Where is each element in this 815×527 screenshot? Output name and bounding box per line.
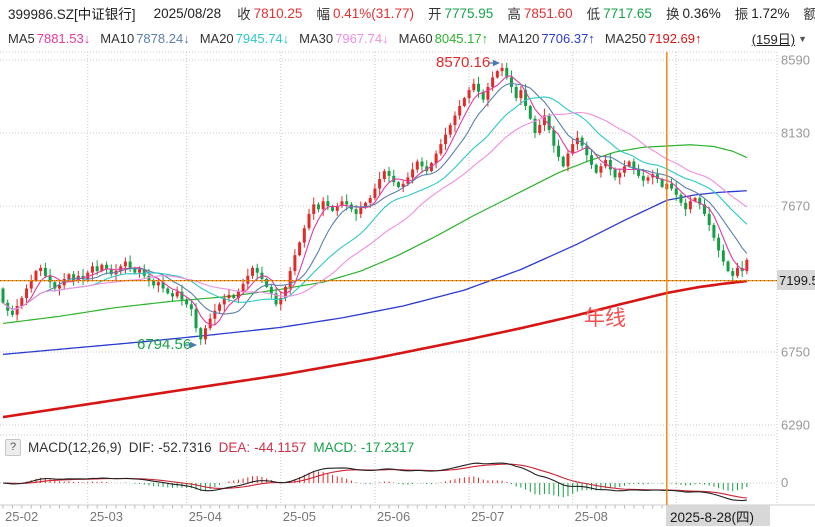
svg-text:25-05: 25-05: [283, 509, 316, 524]
macd-layer: [2, 462, 748, 502]
svg-text:25-06: 25-06: [377, 509, 410, 524]
ma30-item: MA30 7967.74↓: [299, 30, 389, 46]
ma250-value: 7192.69↑: [648, 30, 702, 46]
change-field: 幅 0.41%(31.77): [316, 5, 415, 23]
ma20-item: MA20 7945.74↓: [199, 30, 290, 46]
dif-readout: DIF: -52.7316: [128, 439, 212, 455]
turnover-field: 换 0.36%: [665, 5, 721, 23]
ma10-value: 7878.24↓: [136, 30, 190, 46]
ma20-value: 7945.74↓: [235, 30, 290, 46]
macd-readout: MACD: -17.2317: [313, 439, 415, 455]
chevron-down-icon[interactable]: ▼: [798, 33, 807, 44]
low-price-annotation: 6794.56: [137, 336, 192, 353]
crosshair-price-label: 7199.5: [777, 270, 815, 290]
svg-text:6290: 6290: [781, 417, 810, 432]
amount-field: 额…: [803, 7, 815, 22]
macd-title: MACD(12,26,9): [28, 439, 122, 455]
amplitude-field: 振 1.72%: [734, 5, 790, 23]
candlestick-chart[interactable]: 8590 8130 7670 6750 6290 0 25-02 25-03 25-04 25-0…: [0, 50, 815, 527]
svg-text:8590: 8590: [781, 53, 810, 68]
fast-ma-lines: [2, 75, 748, 326]
ma-legend-bar: MA5 7881.53↓ MA10 7878.24↓ MA20 7945.74↓ MA…: [0, 26, 815, 50]
slow-ma-lines: [2, 144, 748, 419]
year-line-annotation: 年线: [584, 307, 626, 330]
annotation-arrows: [184, 59, 500, 349]
svg-text:8130: 8130: [781, 125, 810, 140]
svg-text:25-02: 25-02: [5, 509, 38, 524]
ma120-value: 7706.37↑: [541, 30, 595, 46]
ma30-value: 7967.74↓: [335, 30, 389, 46]
svg-text:0: 0: [781, 475, 788, 490]
ma60-item: MA60 8045.17↑: [398, 30, 489, 46]
low-field: 低 7717.65: [586, 5, 652, 23]
high-price-annotation: 8570.16: [436, 54, 491, 71]
close-field: 收 7810.25: [237, 5, 303, 23]
svg-text:25-03: 25-03: [90, 509, 123, 524]
period-selector[interactable]: (159日) ▼: [751, 32, 807, 47]
ma5-value: 7881.53↓: [36, 30, 91, 46]
svg-text:7670: 7670: [781, 198, 810, 213]
high-field: 高 7851.60: [507, 5, 573, 23]
macd-header: ? MACD(12,26,9) DIF: -52.7316 DEA: -44.115…: [0, 437, 414, 457]
svg-text:25-04: 25-04: [189, 509, 222, 524]
ma250-item: MA250 7192.69↑: [604, 30, 702, 46]
ma10-item: MA10 7878.24↓: [100, 30, 190, 46]
axis-labels: 8590 8130 7670 6750 6290 0 25-02 25-03 25-04 25-0…: [5, 53, 810, 525]
symbol-label: 399986.SZ[中证银行]: [8, 7, 136, 22]
open-field: 开 7775.95: [428, 5, 494, 23]
help-icon[interactable]: ?: [5, 438, 21, 456]
ma5-item: MA5 7881.53↓: [8, 30, 91, 46]
crosshair-date-label: 2025-8-28(四): [666, 505, 770, 526]
quote-date: 2025/08/28: [153, 5, 222, 21]
svg-text:25-08: 25-08: [575, 509, 608, 524]
svg-text:6750: 6750: [781, 344, 810, 359]
ma60-value: 8045.17↑: [434, 30, 489, 46]
svg-text:25-07: 25-07: [471, 509, 504, 524]
quote-info-bar: 399986.SZ[中证银行] 2025/08/28 收 7810.25 幅 0.4…: [0, 0, 815, 26]
crosshair-layer: [0, 52, 777, 505]
gridlines: [0, 51, 815, 509]
ma120-item: MA120 7706.37↑: [498, 30, 595, 46]
dea-readout: DEA: -44.1157: [218, 439, 307, 455]
